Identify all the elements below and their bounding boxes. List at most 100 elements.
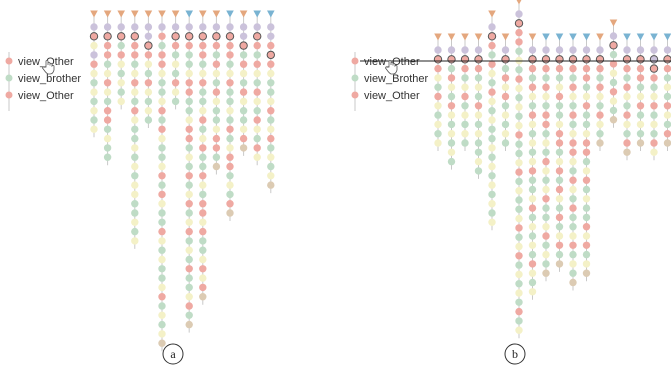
timeline-node[interactable] [474, 120, 483, 129]
timeline-node[interactable] [117, 97, 125, 106]
timeline-node[interactable] [103, 144, 112, 152]
timeline-node[interactable] [542, 269, 550, 277]
timeline-node[interactable] [569, 157, 577, 166]
timeline-node[interactable] [447, 111, 456, 119]
timeline-node[interactable] [582, 232, 591, 240]
timeline-node[interactable] [226, 200, 234, 208]
timeline-node[interactable] [555, 120, 564, 129]
timeline-node[interactable] [199, 274, 207, 282]
timeline-column[interactable] [609, 19, 618, 128]
timeline-node[interactable] [582, 139, 591, 147]
timeline-node[interactable] [90, 125, 98, 133]
timeline-node[interactable] [158, 330, 166, 338]
timeline-node[interactable] [636, 74, 645, 82]
timeline-node[interactable] [158, 97, 166, 106]
timeline-node-highlighted[interactable] [253, 32, 262, 41]
timeline-node[interactable] [488, 41, 496, 50]
timeline-column[interactable] [89, 10, 99, 138]
timeline-node[interactable] [199, 79, 207, 87]
timeline-node[interactable] [555, 46, 564, 54]
timeline-node[interactable] [569, 195, 577, 203]
timeline-node[interactable] [267, 23, 275, 31]
timeline-node[interactable] [185, 116, 193, 124]
timeline-node-highlighted[interactable] [171, 32, 180, 41]
timeline-node[interactable] [515, 47, 523, 55]
timeline-node[interactable] [90, 41, 98, 50]
timeline-node[interactable] [501, 46, 510, 54]
timeline-node[interactable] [569, 167, 577, 175]
timeline-node[interactable] [117, 41, 125, 50]
timeline-node[interactable] [528, 241, 537, 249]
timeline-node[interactable] [609, 50, 618, 59]
timeline-node[interactable] [103, 23, 112, 31]
timeline-node[interactable] [515, 112, 523, 121]
timeline-node[interactable] [185, 172, 193, 180]
timeline-node[interactable] [555, 92, 564, 101]
timeline-node[interactable] [474, 167, 483, 175]
timeline-column[interactable] [528, 33, 537, 300]
timeline-node[interactable] [267, 172, 275, 180]
timeline-node[interactable] [609, 69, 618, 77]
timeline-node[interactable] [253, 116, 261, 124]
timeline-node[interactable] [226, 116, 234, 124]
timeline-node[interactable] [267, 181, 275, 189]
timeline-node[interactable] [199, 246, 207, 254]
timeline-node[interactable] [267, 144, 275, 152]
timeline-node[interactable] [212, 134, 221, 143]
timeline-node[interactable] [199, 134, 207, 143]
timeline-node-highlighted[interactable] [212, 32, 221, 41]
timeline-node[interactable] [650, 130, 658, 138]
timeline-node[interactable] [542, 157, 550, 166]
timeline-node[interactable] [501, 111, 510, 119]
timeline-node[interactable] [171, 88, 180, 96]
timeline-node[interactable] [131, 172, 139, 180]
timeline-node[interactable] [542, 148, 550, 156]
timeline-node[interactable] [158, 69, 166, 78]
timeline-node[interactable] [569, 260, 577, 268]
timeline-node[interactable] [555, 204, 564, 212]
timeline-node[interactable] [515, 224, 523, 232]
timeline-node[interactable] [226, 107, 234, 115]
timeline-node[interactable] [582, 167, 591, 175]
timeline-node[interactable] [515, 103, 523, 111]
timeline-node[interactable] [515, 66, 523, 74]
timeline-node[interactable] [131, 209, 139, 217]
timeline-column[interactable] [568, 33, 578, 291]
timeline-node[interactable] [528, 176, 537, 184]
timeline-node[interactable] [144, 60, 153, 68]
timeline-node[interactable] [596, 120, 604, 129]
timeline-node[interactable] [555, 74, 564, 82]
timeline-node[interactable] [650, 148, 658, 156]
timeline-node[interactable] [103, 97, 112, 106]
timeline-node[interactable] [582, 223, 591, 231]
timeline-node[interactable] [488, 23, 496, 31]
timeline-node[interactable] [212, 60, 221, 68]
timeline-node[interactable] [636, 130, 645, 138]
timeline-node[interactable] [199, 200, 207, 208]
timeline-node[interactable] [488, 218, 496, 226]
timeline-node[interactable] [528, 232, 537, 240]
timeline-node[interactable] [103, 153, 112, 161]
timeline-column[interactable] [663, 33, 671, 152]
timeline-node[interactable] [131, 51, 139, 59]
timeline-node-highlighted[interactable] [528, 55, 537, 64]
timeline-node[interactable] [636, 111, 645, 119]
timeline-node[interactable] [185, 97, 193, 106]
timeline-node[interactable] [555, 102, 564, 110]
timeline-node[interactable] [569, 223, 577, 231]
timeline-node[interactable] [171, 97, 180, 106]
timeline-node[interactable] [596, 111, 604, 119]
timeline-node[interactable] [103, 69, 112, 78]
timeline-node[interactable] [569, 185, 577, 194]
timeline-node[interactable] [185, 60, 193, 68]
timeline-node[interactable] [555, 157, 564, 166]
timeline-node[interactable] [515, 196, 523, 204]
timeline-column[interactable] [555, 33, 564, 272]
timeline-node[interactable] [212, 162, 221, 171]
timeline-node[interactable] [239, 32, 248, 40]
timeline-column[interactable] [514, 0, 524, 339]
timeline-node[interactable] [185, 125, 193, 133]
timeline-node[interactable] [90, 88, 98, 96]
timeline-node[interactable] [542, 46, 550, 54]
timeline-node[interactable] [90, 23, 98, 31]
